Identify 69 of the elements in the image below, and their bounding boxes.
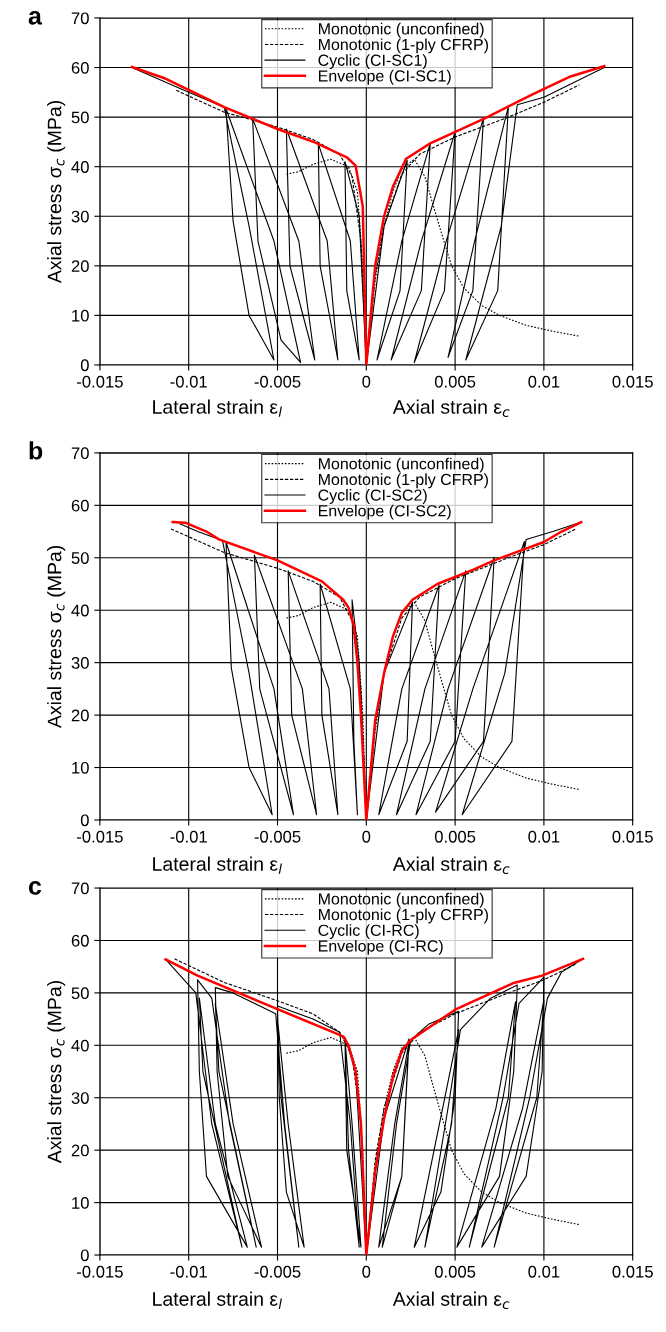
y-tick-label: 10 xyxy=(72,761,89,774)
y-tick-label: 40 xyxy=(71,1039,89,1052)
text: Axial strain ε$_{c}$ xyxy=(392,399,510,418)
y-tick-label: 0 xyxy=(80,1249,89,1262)
x-tick-label: -0.005 xyxy=(254,375,301,388)
x-tick-label: 0.005 xyxy=(434,1265,476,1278)
chart-title: a xyxy=(28,10,43,25)
y-tick-label: 40 xyxy=(71,161,89,173)
x-tick-label: 0.005 xyxy=(434,830,476,843)
y-tick-label: 20 xyxy=(71,260,89,273)
x-axis-title: Lateral strain ε$_{l}$ xyxy=(153,1291,282,1309)
x-tick-label: 0.015 xyxy=(612,375,653,388)
y-tick-label: 70 xyxy=(71,12,89,25)
x-tick-label: -0.01 xyxy=(170,1265,207,1278)
x-axis-title: Lateral strain ε$_{l}$ xyxy=(153,399,282,417)
y-tick-label: 10 xyxy=(72,309,89,322)
x-tick-label: -0.005 xyxy=(254,830,301,843)
y-tick-label: 50 xyxy=(71,111,89,124)
x-tick-label: 0.015 xyxy=(612,830,653,843)
y-tick-label: 30 xyxy=(71,657,89,669)
y-tick-label: 70 xyxy=(71,447,89,460)
y-tick-label: 20 xyxy=(71,709,89,722)
x-axis-title: Lateral strain ε$_{l}$ xyxy=(153,856,282,874)
x-tick-label: -0.01 xyxy=(170,830,207,843)
y-tick-label: 60 xyxy=(71,499,89,512)
legend-label: Monotonic (1-ply CFRP) xyxy=(318,473,488,489)
y-tick-label: 0 xyxy=(80,359,89,372)
y-tick-label: 50 xyxy=(71,987,89,1000)
legend-label: Monotonic (unconfined) xyxy=(318,22,484,38)
legend-label: Envelope (CI-RC) xyxy=(318,939,443,955)
y-tick-label: 60 xyxy=(71,934,89,947)
y-axis-title: Axial stress σ$_{c}$ (MPa) xyxy=(47,101,66,284)
y-tick-label: 10 xyxy=(72,1196,89,1209)
x-tick-label: -0.015 xyxy=(77,830,123,843)
y-tick-label: 60 xyxy=(71,61,89,74)
text: Axial strain ε$_{c}$ xyxy=(392,1291,510,1310)
legend-label: Cyclic (CI-SC2) xyxy=(318,489,427,504)
x-tick-label: -0.005 xyxy=(254,1265,301,1278)
y-tick-label: 70 xyxy=(71,882,89,895)
y-tick-label: 0 xyxy=(80,814,89,827)
legend-label: Monotonic (unconfined) xyxy=(318,892,484,908)
legend-label: Monotonic (1-ply CFRP) xyxy=(318,908,488,924)
legend-label: Envelope (CI-SC2) xyxy=(318,504,451,520)
x-tick-label: 0.01 xyxy=(528,375,560,388)
x-tick-label: 0 xyxy=(362,375,371,388)
y-tick-label: 40 xyxy=(71,604,89,617)
y-tick-label: 50 xyxy=(71,552,89,564)
x-tick-label: -0.01 xyxy=(170,375,207,388)
legend-label: Cyclic (CI-SC1) xyxy=(318,54,427,70)
legend-label: Monotonic (unconfined) xyxy=(318,457,484,473)
y-tick-label: 30 xyxy=(71,1092,89,1104)
x-tick-label: 0 xyxy=(362,830,371,843)
x-tick-label: 0.015 xyxy=(612,1265,653,1278)
y-axis-title: Axial stress σ$_{c}$ (MPa) xyxy=(47,545,66,729)
legend-label: Monotonic (1-ply CFRP) xyxy=(318,38,488,54)
legend-label: Cyclic (CI-RC) xyxy=(318,924,419,940)
y-axis-title: Axial stress σ$_{c}$ (MPa) xyxy=(47,981,66,1164)
text: Axial strain ε$_{c}$ xyxy=(392,856,510,875)
x-tick-label: 0.005 xyxy=(434,375,476,388)
x-tick-label: -0.015 xyxy=(77,1265,123,1278)
chart-title: c xyxy=(28,881,42,895)
x-tick-label: 0 xyxy=(362,1265,371,1278)
x-tick-label: -0.015 xyxy=(77,375,123,388)
chart-title: b xyxy=(29,441,43,460)
y-tick-label: 20 xyxy=(71,1144,89,1157)
y-tick-label: 30 xyxy=(71,210,89,223)
x-tick-label: 0.01 xyxy=(528,830,560,843)
x-tick-label: 0.01 xyxy=(528,1265,560,1278)
legend-label: Envelope (CI-SC1) xyxy=(318,69,451,85)
